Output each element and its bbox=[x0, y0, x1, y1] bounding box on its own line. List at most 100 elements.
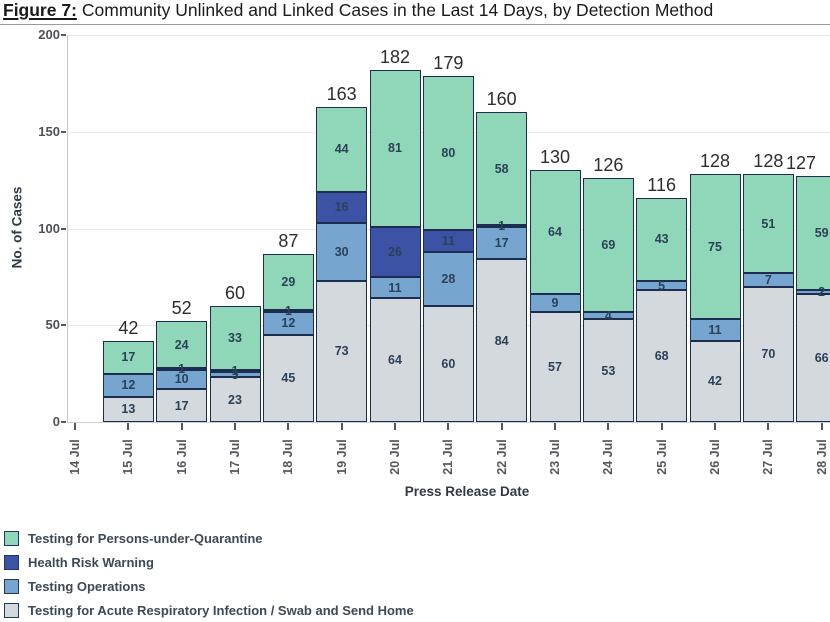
bar-segment-ari-swab bbox=[476, 259, 528, 422]
bar-segment-label: 30 bbox=[334, 244, 349, 259]
x-tick-mark bbox=[447, 423, 450, 430]
bar-total-label: 42 bbox=[118, 317, 139, 338]
bar-segment-label: 44 bbox=[334, 142, 349, 157]
bar-segment-ari-swab bbox=[689, 340, 741, 422]
bar-segment-health-risk-warning bbox=[156, 367, 208, 370]
bar-segment-persons-under-quarantine bbox=[209, 305, 261, 370]
bar-segment-label: 58 bbox=[494, 161, 509, 176]
bar-segment-label: 17 bbox=[494, 236, 509, 250]
bar-segment-ari-swab bbox=[156, 389, 208, 422]
bar-total-label: 160 bbox=[486, 89, 517, 110]
y-tick-label: 100 bbox=[38, 220, 60, 236]
bar-segment-label: 1 bbox=[231, 363, 239, 378]
bar-segment-label: 3 bbox=[231, 367, 239, 382]
y-tick-mark bbox=[61, 227, 66, 230]
bar-segment-label: 1 bbox=[284, 303, 292, 318]
bar-segment-persons-under-quarantine bbox=[369, 69, 421, 227]
y-tick-mark bbox=[61, 34, 66, 36]
legend-swatch-icon bbox=[4, 530, 19, 546]
bar-segment-ari-swab bbox=[422, 305, 474, 422]
x-tick-mark bbox=[234, 423, 236, 430]
bar-segment-health-risk-warning bbox=[422, 230, 474, 252]
x-tick-label: 25 Jul bbox=[654, 439, 669, 475]
bar-segment-health-risk-warning bbox=[262, 309, 314, 312]
bar-segment-label: 23 bbox=[228, 392, 242, 407]
bar-segment-ari-swab bbox=[369, 298, 421, 422]
bar-segment-testing-operations bbox=[316, 222, 368, 281]
bar-segment-ari-swab bbox=[742, 286, 794, 422]
bar-segment-label: 11 bbox=[708, 323, 722, 338]
bar-total-label: 130 bbox=[539, 147, 571, 168]
x-tick-label: 18 Jul bbox=[281, 439, 296, 475]
bar-segment-testing-operations bbox=[262, 311, 314, 335]
bar-segment-persons-under-quarantine bbox=[689, 174, 741, 320]
x-tick-label: 15 Jul bbox=[121, 439, 136, 475]
legend-item: Testing for Persons-under-Quarantine bbox=[4, 526, 263, 550]
bar-segment-ari-swab bbox=[796, 294, 830, 422]
x-tick-label: 28 Jul bbox=[814, 439, 829, 475]
x-tick-mark bbox=[660, 423, 663, 430]
bar-segment-persons-under-quarantine bbox=[262, 253, 314, 310]
bar-segment-persons-under-quarantine bbox=[529, 170, 581, 295]
bar-segment-label: 5 bbox=[658, 278, 666, 293]
bar-segment-label: 64 bbox=[548, 225, 562, 240]
x-tick-mark bbox=[500, 423, 503, 430]
bar-total-label: 126 bbox=[593, 155, 624, 176]
bar-segment-label: 7 bbox=[764, 272, 772, 287]
bar-segment-ari-swab bbox=[316, 280, 368, 422]
bar-total-label: 179 bbox=[433, 52, 464, 73]
bar-segment-label: 42 bbox=[708, 374, 722, 389]
x-tick-label: 16 Jul bbox=[174, 439, 189, 475]
x-tick-label: 14 Jul bbox=[68, 439, 82, 475]
bar-segment-health-risk-warning bbox=[476, 224, 528, 227]
bar-segment-label: 70 bbox=[761, 347, 776, 362]
bar-segment-label: 11 bbox=[388, 280, 402, 295]
bar-segment-label: 75 bbox=[708, 239, 722, 254]
bar-segment-testing-operations bbox=[156, 369, 208, 390]
bar-total-label: 128 bbox=[753, 151, 784, 172]
bar-segment-label: 80 bbox=[441, 146, 456, 161]
bar-segment-label: 45 bbox=[281, 371, 296, 386]
x-tick-label: 26 Jul bbox=[708, 439, 722, 475]
bar-segment-health-risk-warning bbox=[316, 191, 368, 223]
x-tick-label: 21 Jul bbox=[441, 439, 456, 475]
bar-segment-ari-swab bbox=[209, 377, 261, 422]
y-axis-line bbox=[67, 35, 68, 422]
x-tick-mark bbox=[127, 423, 130, 430]
legend-item: Testing Operations bbox=[4, 574, 146, 598]
bar-segment-testing-operations bbox=[209, 371, 261, 378]
bar-segment-testing-operations bbox=[476, 226, 528, 260]
bar-segment-label: 69 bbox=[601, 237, 616, 252]
bar-segment-persons-under-quarantine bbox=[636, 197, 688, 281]
bar-segment-testing-operations bbox=[582, 311, 634, 320]
bar-segment-ari-swab bbox=[582, 319, 634, 422]
x-axis-line bbox=[67, 422, 830, 423]
bar-segment-ari-swab bbox=[529, 311, 581, 422]
bar-segment-label: 26 bbox=[388, 244, 402, 259]
y-tick-label: 200 bbox=[38, 27, 60, 42]
y-tick-mark bbox=[61, 324, 66, 327]
bar-segment-label: 16 bbox=[334, 200, 349, 215]
x-tick-label: 17 Jul bbox=[228, 439, 242, 475]
x-tick-mark bbox=[554, 423, 556, 430]
bar-segment-testing-operations bbox=[102, 373, 154, 397]
legend-swatch-icon bbox=[4, 602, 19, 618]
y-gridline bbox=[67, 35, 830, 36]
bar-segment-ari-swab bbox=[636, 290, 688, 422]
y-tick-mark bbox=[61, 421, 66, 423]
x-tick-mark bbox=[820, 423, 823, 430]
bar-segment-label: 43 bbox=[654, 232, 669, 247]
legend-label: Testing for Persons-under-Quarantine bbox=[28, 530, 263, 546]
bar-segment-label: 64 bbox=[388, 353, 402, 368]
bar-segment-label: 2 bbox=[818, 285, 826, 300]
y-tick-label: 50 bbox=[45, 317, 60, 333]
bar-segment-label: 13 bbox=[121, 402, 136, 417]
bar-segment-label: 12 bbox=[121, 378, 136, 393]
bar-total-label: 52 bbox=[171, 298, 192, 319]
bar-segment-label: 68 bbox=[654, 349, 669, 364]
bar-segment-label: 17 bbox=[174, 398, 189, 413]
bar-total-label: 182 bbox=[379, 46, 411, 67]
legend-swatch-icon bbox=[4, 554, 19, 570]
